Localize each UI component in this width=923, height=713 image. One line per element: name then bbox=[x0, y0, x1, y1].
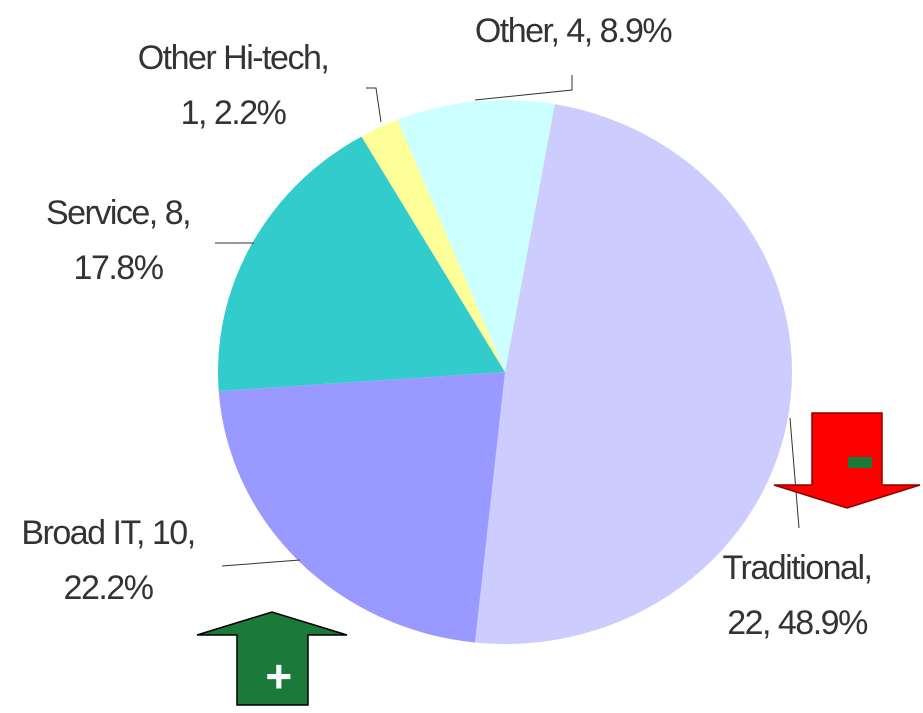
data-label: Broad IT, 10, bbox=[21, 514, 194, 552]
slice bbox=[218, 372, 506, 643]
data-label: Other, 4, 8.9% bbox=[475, 12, 673, 50]
leader-line bbox=[474, 75, 573, 101]
slice bbox=[475, 104, 793, 644]
plus-sign: + bbox=[265, 650, 290, 702]
data-label: 22, 48.9% bbox=[727, 604, 868, 642]
leader-lines bbox=[215, 75, 800, 567]
data-label: Other Hi-tech, bbox=[138, 39, 329, 77]
leader-line bbox=[789, 417, 800, 529]
slice bbox=[397, 100, 555, 372]
data-label: Traditional, bbox=[723, 549, 872, 587]
green-arrow bbox=[196, 611, 348, 706]
red-arrow bbox=[773, 412, 921, 509]
leader-line bbox=[366, 87, 382, 123]
minus-mark bbox=[848, 457, 872, 468]
slice bbox=[361, 119, 505, 372]
down-arrow bbox=[773, 412, 921, 509]
data-label: 1, 2.2% bbox=[181, 94, 287, 132]
up-arrow: + bbox=[196, 611, 348, 706]
slice bbox=[218, 136, 505, 391]
data-label: 22.2% bbox=[64, 569, 154, 607]
minus-sign: - bbox=[855, 441, 865, 479]
data-label: Service, 8, bbox=[46, 194, 190, 232]
data-label: 17.8% bbox=[74, 249, 164, 287]
leader-line bbox=[221, 559, 301, 567]
pie bbox=[218, 100, 793, 644]
